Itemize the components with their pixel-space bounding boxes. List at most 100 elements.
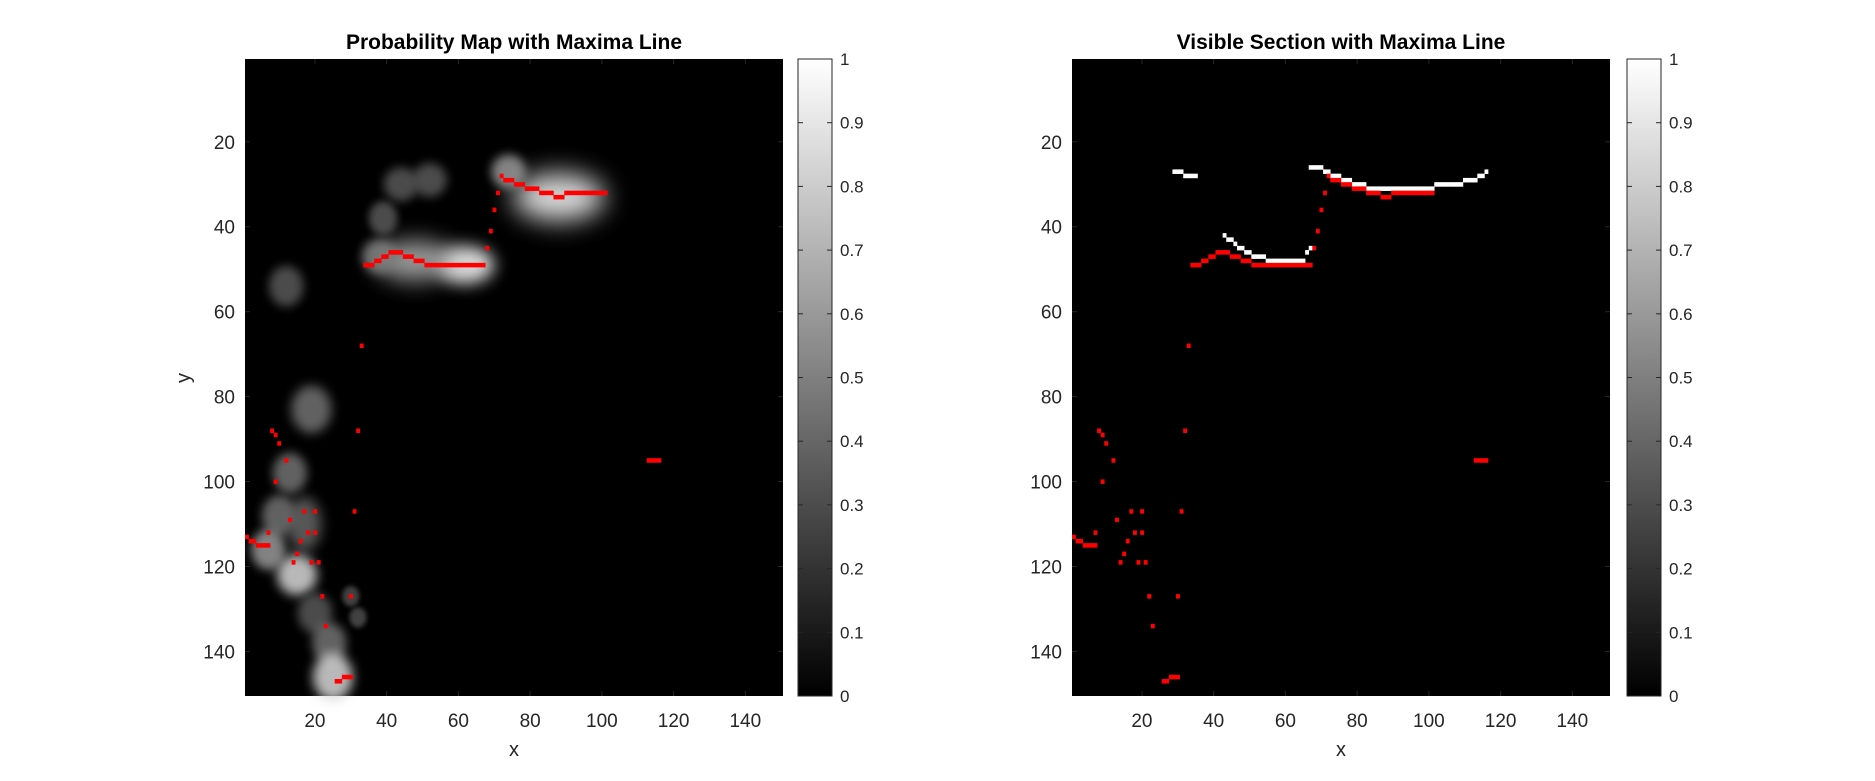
maxima-pixel — [1082, 543, 1087, 548]
maxima-pixel — [582, 190, 587, 196]
colorbar-tick-label: 0.1 — [840, 623, 864, 642]
visible-pixel — [1287, 258, 1292, 264]
maxima-pixel — [392, 250, 396, 255]
visible-pixel — [1226, 237, 1231, 242]
maxima-pixel — [1190, 262, 1195, 268]
y-tick-label: 120 — [203, 557, 235, 578]
probability-blob — [349, 607, 367, 628]
maxima-pixel — [506, 177, 511, 183]
maxima-pixel — [1115, 517, 1119, 523]
visible-pixel — [1466, 177, 1471, 183]
maxima-pixel — [1140, 530, 1145, 535]
maxima-pixel — [1380, 194, 1385, 200]
maxima-pixel — [334, 679, 339, 684]
maxima-pixel — [470, 262, 475, 268]
maxima-pixel — [270, 428, 274, 434]
visible-pixel — [1319, 165, 1324, 170]
visible-pixel — [1384, 186, 1388, 191]
maxima-pixel — [1373, 190, 1378, 196]
y-tick-label: 80 — [214, 388, 235, 409]
x-tick-label: 60 — [448, 711, 469, 732]
maxima-pixel — [252, 538, 257, 544]
maxima-pixel — [1222, 250, 1227, 255]
maxima-pixel — [1229, 254, 1234, 259]
maxima-pixel — [1484, 458, 1489, 463]
x-tick-label: 80 — [520, 711, 541, 732]
maxima-pixel — [1179, 509, 1184, 514]
probability-blob — [286, 496, 322, 552]
maxima-pixel — [1366, 190, 1370, 196]
visible-pixel — [1315, 165, 1320, 170]
colorbar — [797, 58, 833, 697]
maxima-pixel — [1269, 262, 1274, 268]
x-axis-label: x — [509, 739, 519, 761]
maxima-pixel — [1409, 190, 1414, 196]
maxima-pixel — [291, 560, 296, 565]
maxima-pixel — [1215, 250, 1220, 255]
maxima-pixel — [1226, 250, 1231, 255]
maxima-line — [245, 173, 662, 684]
visible-pixel — [1355, 182, 1360, 187]
visible-pixel — [1186, 173, 1191, 179]
maxima-pixel — [259, 543, 264, 548]
visible-pixel — [1441, 182, 1446, 187]
maxima-pixel — [488, 228, 493, 234]
probability-blob — [368, 201, 398, 236]
maxima-pixel — [460, 262, 465, 268]
visible-pixel — [1240, 245, 1245, 251]
maxima-pixel — [349, 594, 353, 599]
maxima-pixel — [574, 190, 579, 196]
maxima-pixel — [524, 186, 529, 191]
x-tick-label: 40 — [376, 711, 397, 732]
maxima-pixel — [449, 262, 454, 268]
maxima-pixel — [1315, 228, 1320, 234]
maxima-pixel — [585, 190, 590, 196]
maxima-pixel — [1312, 245, 1317, 251]
colorbar-ticks: 0 0.1 0.2 0.3 0.4 0.5 0.6 0.7 0.8 0.9 1 — [1627, 50, 1693, 706]
visible-pixel — [1401, 186, 1406, 191]
maxima-pixel — [1244, 258, 1249, 264]
visible-pixel — [1477, 173, 1482, 179]
visible-pixel — [1326, 169, 1331, 174]
visible-pixel — [1330, 173, 1335, 179]
maxima-pixel — [1086, 543, 1091, 548]
maxima-pixel — [1136, 560, 1141, 565]
maxima-pixel — [1387, 194, 1392, 200]
probability-blob — [383, 167, 419, 202]
maxima-pixel — [657, 458, 662, 463]
colorbar-tick-label: 0.9 — [840, 114, 864, 133]
maxima-pixel — [349, 674, 353, 680]
maxima-pixel — [1143, 560, 1148, 565]
maxima-pixel — [1398, 190, 1403, 196]
colorbar-tick-label: 0.2 — [840, 560, 864, 579]
maxima-pixel — [374, 258, 379, 264]
maxima-pixel — [1097, 428, 1101, 434]
y-tick-label: 100 — [203, 473, 235, 494]
visible-pixel — [1297, 258, 1302, 264]
visible-pixel — [1470, 177, 1475, 183]
visible-pixel — [1269, 258, 1274, 264]
y-tick-label: 60 — [214, 303, 235, 324]
visible-pixel — [1308, 245, 1313, 251]
visible-pixel — [1448, 182, 1453, 187]
visible-pixel — [1251, 254, 1256, 259]
visible-pixel — [1473, 177, 1478, 183]
visible-pixel — [1244, 250, 1249, 255]
visible-pixel — [1430, 186, 1435, 191]
x-tick-label: 140 — [729, 711, 761, 732]
maxima-pixel — [1161, 679, 1166, 684]
maxima-pixel — [531, 186, 536, 191]
maxima-pixel — [1233, 254, 1238, 259]
maxima-pixel — [1072, 534, 1076, 540]
probability-blob — [269, 265, 304, 307]
visible-pixel — [1462, 177, 1467, 183]
colorbar-tick-label: 0.2 — [1669, 560, 1693, 579]
maxima-pixel — [553, 194, 558, 200]
maxima-pixel — [1416, 190, 1421, 196]
plot-area — [1072, 59, 1610, 696]
maxima-pixel — [409, 254, 414, 259]
colorbar-tick-label: 0.8 — [1669, 177, 1693, 196]
maxima-pixel — [1301, 262, 1306, 268]
colorbar — [1626, 58, 1662, 697]
maxima-pixel — [438, 262, 443, 268]
